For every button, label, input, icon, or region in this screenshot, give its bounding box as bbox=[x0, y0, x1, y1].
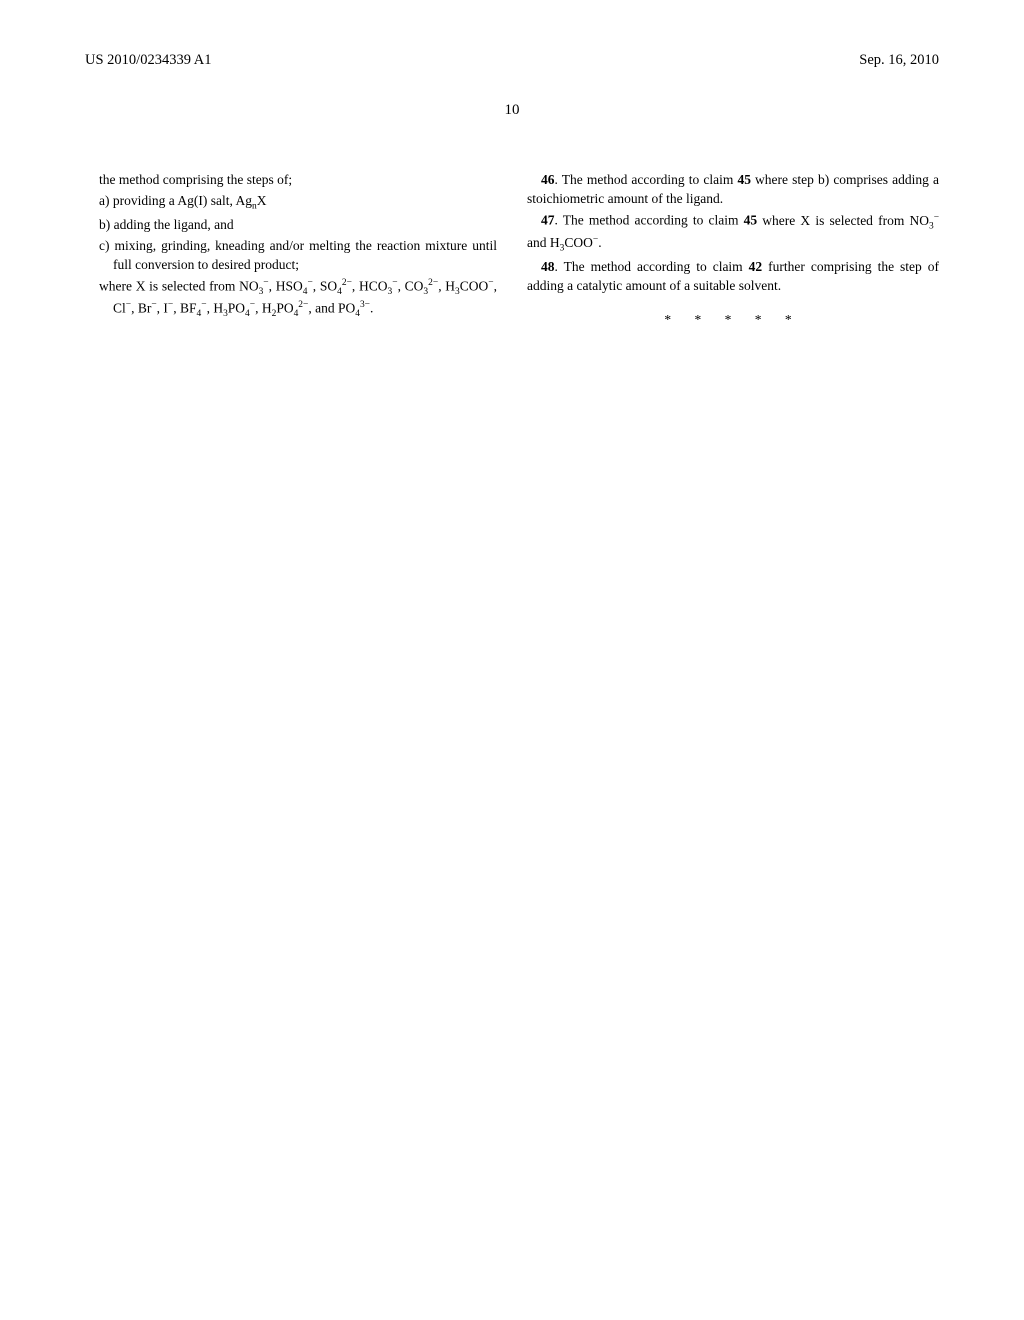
anion-list: where X is selected from NO3−, HSO4−, SO… bbox=[85, 277, 497, 322]
claim-ref: 45 bbox=[744, 213, 758, 228]
claim-ref: 45 bbox=[737, 172, 751, 187]
left-column: the method comprising the steps of; a) p… bbox=[85, 171, 497, 331]
method-intro: the method comprising the steps of; bbox=[85, 171, 497, 190]
page-number: 10 bbox=[85, 100, 939, 121]
claim-46: 46. The method according to claim 45 whe… bbox=[527, 171, 939, 209]
claim-text: . The method according to claim bbox=[555, 172, 738, 187]
right-column: 46. The method according to claim 45 whe… bbox=[527, 171, 939, 331]
claim-text: . The method according to claim bbox=[555, 213, 744, 228]
claim-48: 48. The method according to claim 42 fur… bbox=[527, 258, 939, 296]
page-header: US 2010/0234339 A1 Sep. 16, 2010 bbox=[85, 50, 939, 70]
publication-date: Sep. 16, 2010 bbox=[859, 50, 939, 70]
claim-number: 47 bbox=[541, 213, 555, 228]
claim-ref: 42 bbox=[749, 259, 763, 274]
claim-47: 47. The method according to claim 45 whe… bbox=[527, 211, 939, 256]
step-c: c) mixing, grinding, kneading and/or mel… bbox=[99, 237, 497, 275]
claim-text: . The method according to claim bbox=[555, 259, 749, 274]
content-area: the method comprising the steps of; a) p… bbox=[85, 171, 939, 331]
end-marker: * * * * * bbox=[527, 311, 939, 330]
publication-number: US 2010/0234339 A1 bbox=[85, 50, 212, 70]
claim-number: 46 bbox=[541, 172, 555, 187]
step-a: a) providing a Ag(I) salt, AgnX bbox=[85, 192, 497, 214]
step-b: b) adding the ligand, and bbox=[85, 216, 497, 235]
claim-number: 48 bbox=[541, 259, 555, 274]
